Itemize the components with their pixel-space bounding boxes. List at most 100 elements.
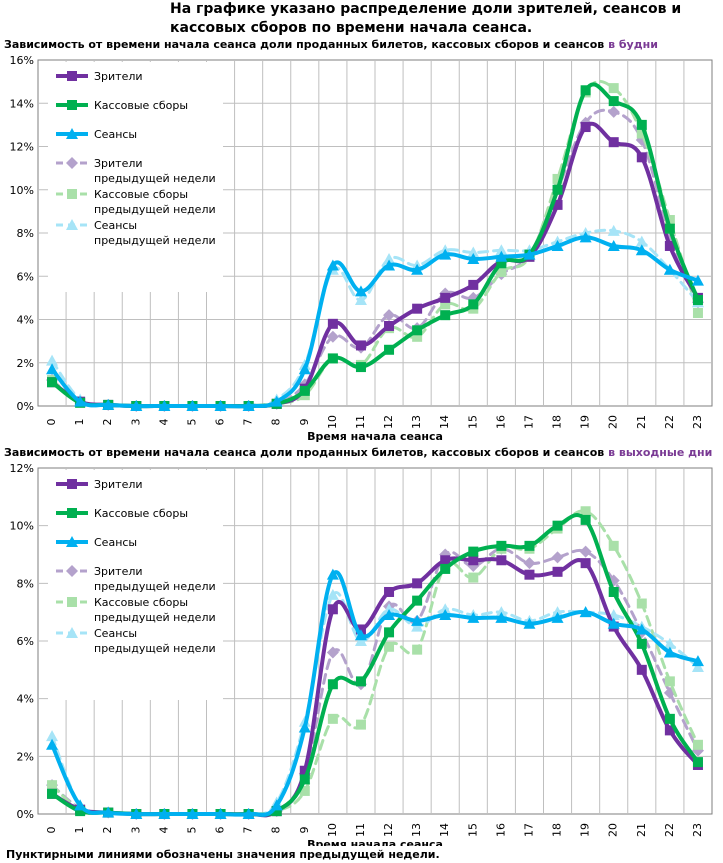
data-point bbox=[411, 620, 424, 632]
x-tick-label: 12 bbox=[382, 415, 395, 429]
chart-weekends-title: Зависимость от времени начала сеанса дол… bbox=[4, 446, 712, 459]
data-point bbox=[551, 611, 564, 623]
legend-marker bbox=[66, 565, 78, 577]
data-point bbox=[412, 595, 423, 606]
data-point bbox=[692, 308, 703, 319]
data-point bbox=[524, 540, 535, 551]
data-point bbox=[326, 568, 339, 580]
y-tick-label: 10% bbox=[10, 184, 34, 197]
data-point bbox=[495, 611, 508, 623]
x-tick-label: 10 bbox=[326, 415, 339, 429]
y-tick-label: 2% bbox=[17, 750, 34, 763]
data-point bbox=[186, 400, 199, 411]
legend-marker bbox=[67, 479, 77, 489]
x-tick-label: 14 bbox=[438, 823, 451, 837]
data-point bbox=[468, 279, 479, 290]
legend-marker bbox=[67, 189, 77, 199]
y-tick-label: 6% bbox=[17, 635, 34, 648]
data-point bbox=[496, 555, 507, 566]
legend-marker bbox=[67, 71, 77, 81]
x-tick-label: 16 bbox=[494, 415, 507, 429]
legend-label: Сеансы bbox=[94, 627, 137, 640]
legend-marker bbox=[66, 157, 78, 169]
x-tick-label: 4 bbox=[157, 827, 170, 834]
data-point bbox=[439, 609, 452, 621]
data-point bbox=[663, 646, 676, 658]
legend-marker bbox=[66, 536, 78, 547]
data-point bbox=[384, 641, 395, 652]
data-point bbox=[327, 353, 338, 364]
data-point bbox=[270, 799, 283, 811]
x-tick-label: 22 bbox=[663, 823, 676, 837]
legend-label: предыдущей недели bbox=[94, 642, 216, 655]
y-tick-label: 4% bbox=[17, 693, 34, 706]
data-point bbox=[47, 780, 58, 791]
data-point bbox=[608, 96, 619, 107]
data-point bbox=[636, 152, 647, 163]
x-tick-label: 17 bbox=[522, 823, 535, 837]
data-point bbox=[608, 83, 619, 94]
x-tick-label: 0 bbox=[45, 419, 58, 426]
x-tick-label: 15 bbox=[466, 415, 479, 429]
footnote: Пунктирными линиями обозначены значения … bbox=[6, 848, 440, 861]
data-point bbox=[495, 250, 508, 262]
x-tick-label: 2 bbox=[101, 419, 114, 426]
data-point bbox=[299, 765, 310, 776]
data-point bbox=[580, 506, 591, 517]
data-point bbox=[354, 285, 367, 297]
legend-label: предыдущей недели bbox=[94, 611, 216, 624]
data-point bbox=[327, 318, 338, 329]
data-point bbox=[46, 730, 59, 742]
x-tick-label: 10 bbox=[326, 823, 339, 837]
data-point bbox=[635, 235, 648, 247]
data-point bbox=[327, 713, 338, 724]
data-point bbox=[355, 676, 366, 687]
x-tick-label: 7 bbox=[242, 419, 255, 426]
x-tick-label: 18 bbox=[551, 823, 564, 837]
data-point bbox=[636, 638, 647, 649]
legend-label: Кассовые сборы bbox=[94, 99, 188, 112]
x-tick-label: 1 bbox=[73, 419, 86, 426]
data-point bbox=[130, 808, 143, 819]
legend-label: Сеансы bbox=[94, 536, 137, 549]
x-tick-label: 13 bbox=[410, 415, 423, 429]
data-point bbox=[242, 808, 255, 819]
data-point bbox=[607, 617, 620, 629]
y-tick-label: 14% bbox=[10, 97, 34, 110]
chart-weekdays: 0%2%4%6%8%10%12%14%16%0 1 2 3 4 5 6 7 8 9 10 11 12 13… bbox=[10, 54, 713, 442]
data-point bbox=[384, 320, 395, 331]
x-tick-label: 6 bbox=[214, 827, 227, 834]
data-point bbox=[158, 808, 171, 819]
legend-marker bbox=[67, 508, 77, 518]
data-point bbox=[326, 588, 339, 600]
legend-label: предыдущей недели bbox=[94, 234, 216, 247]
x-tick-label: 19 bbox=[579, 415, 592, 429]
data-point bbox=[523, 617, 536, 629]
data-point bbox=[607, 239, 620, 251]
data-point bbox=[412, 325, 423, 336]
data-point bbox=[691, 660, 704, 672]
data-point bbox=[552, 566, 563, 577]
x-tick-label: 13 bbox=[410, 823, 423, 837]
x-axis-label: Время начала сеанса bbox=[307, 430, 443, 442]
data-point bbox=[102, 806, 115, 818]
data-point bbox=[440, 299, 451, 310]
x-tick-label: 20 bbox=[607, 415, 620, 429]
data-point bbox=[608, 540, 619, 551]
data-point bbox=[551, 606, 564, 618]
legend-label: Зрители bbox=[94, 565, 143, 578]
data-point bbox=[355, 719, 366, 730]
data-point bbox=[608, 137, 619, 148]
data-point bbox=[384, 586, 395, 597]
y-tick-label: 8% bbox=[17, 577, 34, 590]
chart-weekdays-title-prefix: Зависимость от времени начала сеанса дол… bbox=[4, 38, 609, 51]
legend-label: Зрители bbox=[94, 157, 143, 170]
data-point bbox=[214, 400, 227, 411]
data-point bbox=[468, 572, 479, 583]
chart-weekdays-title: Зависимость от времени начала сеанса дол… bbox=[4, 38, 658, 51]
x-tick-label: 3 bbox=[129, 419, 142, 426]
data-point bbox=[298, 363, 311, 375]
data-point bbox=[412, 303, 423, 314]
legend-label: предыдущей недели bbox=[94, 203, 216, 216]
legend-label: предыдущей недели bbox=[94, 580, 216, 593]
